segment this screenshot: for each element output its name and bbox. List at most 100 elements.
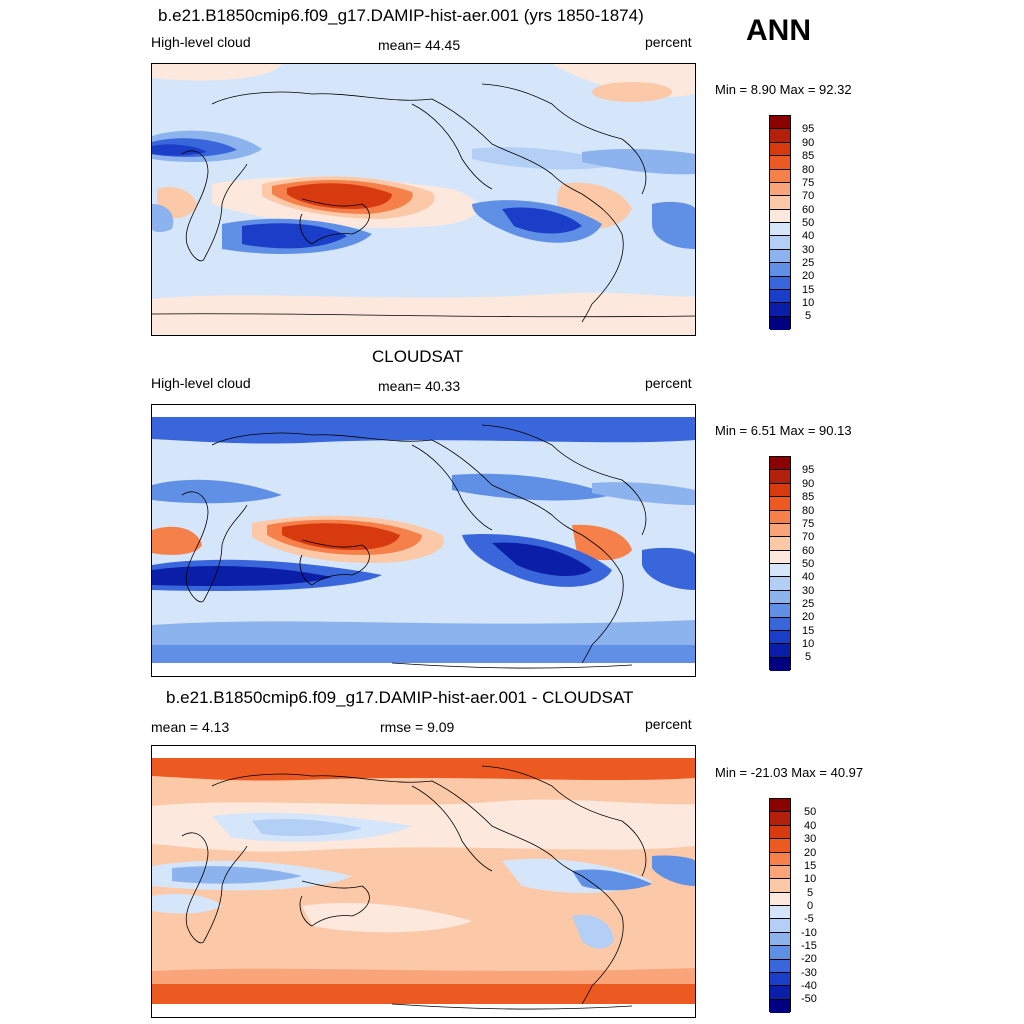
panel-1-colorbar <box>769 115 791 330</box>
colorbar-swatch <box>770 879 790 893</box>
colorbar-swatch <box>770 999 790 1013</box>
colorbar-tick-label: 80 <box>802 505 815 517</box>
colorbar-tick-label: 5 <box>807 887 814 899</box>
colorbar-swatch <box>770 289 790 304</box>
colorbar-swatch <box>770 892 790 906</box>
colorbar-tick-label: 80 <box>802 164 815 176</box>
colorbar-swatch <box>770 209 790 223</box>
colorbar-tick-label: 60 <box>802 204 815 216</box>
colorbar-swatch <box>770 657 790 671</box>
colorbar-swatch <box>770 564 790 578</box>
colorbar-swatch <box>770 644 790 658</box>
colorbar-tick-label: 30 <box>804 833 817 845</box>
colorbar-swatch <box>770 604 790 618</box>
colorbar-swatch <box>770 590 790 605</box>
panel-2-map <box>151 404 696 677</box>
colorbar-tick-label: 40 <box>804 820 817 832</box>
colorbar-tick-label: 90 <box>802 137 815 149</box>
colorbar-swatch <box>770 236 790 250</box>
colorbar-tick-label: -50 <box>801 993 817 1005</box>
colorbar-swatch <box>770 986 790 1000</box>
colorbar-swatch <box>770 906 790 920</box>
colorbar-swatch <box>770 116 790 130</box>
colorbar-swatch <box>770 223 790 237</box>
colorbar-tick-label: 15 <box>804 860 817 872</box>
colorbar-swatch <box>770 852 790 866</box>
colorbar-tick-label: 10 <box>802 297 815 309</box>
colorbar-tick-label: 85 <box>802 150 815 162</box>
colorbar-swatch <box>770 799 790 813</box>
colorbar-swatch <box>770 919 790 933</box>
colorbar-swatch <box>770 196 790 210</box>
colorbar-swatch <box>770 523 790 538</box>
panel-1-minmax: Min = 8.90 Max = 92.32 <box>715 82 852 97</box>
colorbar-swatch <box>770 142 790 157</box>
panel-3-minmax: Min = -21.03 Max = 40.97 <box>715 765 864 780</box>
season-label: ANN <box>746 14 811 47</box>
colorbar-swatch <box>770 497 790 511</box>
colorbar-swatch <box>770 865 790 880</box>
colorbar-swatch <box>770 825 790 840</box>
colorbar-tick-label: 60 <box>802 545 815 557</box>
panel-2-left-label: High-level cloud <box>151 375 251 391</box>
colorbar-swatch <box>770 457 790 471</box>
colorbar-tick-label: 40 <box>802 571 815 583</box>
colorbar-swatch <box>770 169 790 183</box>
colorbar-swatch <box>770 510 790 524</box>
colorbar-tick-label: 20 <box>804 847 817 859</box>
colorbar-swatch <box>770 617 790 631</box>
colorbar-swatch <box>770 550 790 564</box>
panel-3-rmse-label: rmse = 9.09 <box>380 719 455 735</box>
panel-2-mean-label: mean= 40.33 <box>378 378 461 394</box>
panel-2-title: CLOUDSAT <box>372 347 464 366</box>
colorbar-tick-label: 15 <box>802 625 815 637</box>
panel-3-mean-label: mean = 4.13 <box>151 719 230 735</box>
colorbar-tick-label: 50 <box>804 806 817 818</box>
colorbar-swatch <box>770 276 790 290</box>
colorbar-swatch <box>770 263 790 277</box>
colorbar-swatch <box>770 483 790 498</box>
colorbar-swatch <box>770 303 790 317</box>
panel-1-mean-label: mean= 44.45 <box>378 37 461 53</box>
colorbar-tick-label: 10 <box>802 638 815 650</box>
panel-1-map <box>151 63 696 336</box>
colorbar-tick-label: 70 <box>802 190 815 202</box>
colorbar-tick-label: 70 <box>802 531 815 543</box>
colorbar-swatch <box>770 959 790 973</box>
panel-1-units-label: percent <box>645 34 692 50</box>
colorbar-swatch <box>770 577 790 591</box>
panel-3-map-svg <box>152 758 695 1010</box>
panel-2-colorbar <box>769 456 791 671</box>
colorbar-tick-label: 20 <box>802 611 815 623</box>
colorbar-tick-label: 5 <box>805 651 812 663</box>
colorbar-swatch <box>770 182 790 197</box>
colorbar-tick-label: 5 <box>805 310 812 322</box>
panel-2-minmax: Min = 6.51 Max = 90.13 <box>715 423 852 438</box>
colorbar-tick-label: 50 <box>802 217 815 229</box>
colorbar-swatch <box>770 129 790 143</box>
colorbar-tick-label: -5 <box>804 913 814 925</box>
colorbar-tick-label: 15 <box>802 284 815 296</box>
colorbar-tick-label: 90 <box>802 478 815 490</box>
colorbar-swatch <box>770 946 790 960</box>
panel-3-units-label: percent <box>645 716 692 732</box>
colorbar-tick-label: 75 <box>802 177 815 189</box>
colorbar-tick-label: 40 <box>802 230 815 242</box>
colorbar-swatch <box>770 839 790 853</box>
colorbar-tick-label: 20 <box>802 270 815 282</box>
colorbar-tick-label: -40 <box>801 980 817 992</box>
colorbar-swatch <box>770 932 790 947</box>
panel-3-map <box>151 745 696 1018</box>
colorbar-swatch <box>770 630 790 645</box>
colorbar-tick-label: 95 <box>802 123 815 135</box>
panel-3-colorbar <box>769 798 791 1013</box>
colorbar-tick-label: -20 <box>801 953 817 965</box>
panel-1-map-svg <box>152 64 695 335</box>
colorbar-tick-label: 75 <box>802 518 815 530</box>
colorbar-swatch <box>770 316 790 330</box>
colorbar-swatch <box>770 156 790 170</box>
colorbar-tick-label: -30 <box>801 967 817 979</box>
colorbar-tick-label: 0 <box>807 900 814 912</box>
colorbar-tick-label: 10 <box>804 873 817 885</box>
panel-1-title: b.e21.B1850cmip6.f09_g17.DAMIP-hist-aer.… <box>158 6 644 25</box>
